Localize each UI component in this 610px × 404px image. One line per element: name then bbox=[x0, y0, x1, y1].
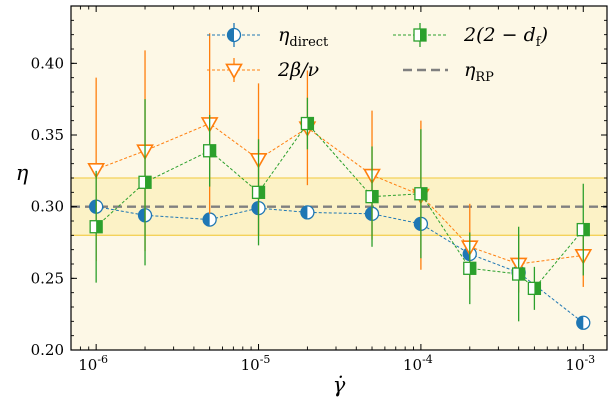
eta_direct-marker-fill bbox=[252, 201, 259, 215]
legend-item-two_beta_over_nu: 2β/ν bbox=[207, 58, 319, 82]
two_2_minus_df-point bbox=[251, 185, 266, 199]
two_2_minus_df-marker-fill bbox=[518, 268, 525, 281]
eta_direct-marker-fill bbox=[89, 200, 97, 214]
two_2_minus_df-marker-fill bbox=[258, 186, 265, 199]
two_2_minus_df-marker-fill bbox=[372, 190, 379, 203]
two_beta_over_nu-marker-outline bbox=[87, 163, 106, 179]
x-tick-label: 10-6 bbox=[78, 353, 108, 374]
y-tick-label: 0.35 bbox=[31, 126, 64, 144]
legend-marker-fill bbox=[227, 28, 234, 42]
eta_direct-point bbox=[202, 212, 217, 227]
two_2_minus_df-marker-fill bbox=[209, 144, 216, 157]
eta_direct-point bbox=[300, 205, 315, 220]
legend-item-eta-rp: ηRP bbox=[403, 59, 494, 85]
eta_direct-marker-fill bbox=[365, 207, 373, 221]
two_2_minus_df-marker-fill bbox=[583, 223, 590, 236]
legend-label: 2β/ν bbox=[277, 59, 319, 81]
eta_direct-point bbox=[576, 315, 591, 330]
eta_direct-marker-fill bbox=[300, 205, 308, 219]
eta_direct-marker-fill bbox=[138, 208, 146, 222]
two_2_minus_df-point bbox=[414, 187, 428, 201]
y-axis-label: η bbox=[16, 161, 29, 185]
eta_direct-marker-fill bbox=[414, 217, 421, 231]
series-two_2_minus_df bbox=[89, 97, 590, 322]
two_2_minus_df-marker-fill bbox=[534, 282, 541, 295]
two_2_minus_df-point bbox=[202, 144, 217, 158]
y-tick-label: 0.20 bbox=[31, 341, 64, 359]
two_2_minus_df-marker-fill bbox=[469, 262, 476, 275]
two_beta_over_nu-point bbox=[87, 163, 106, 179]
two_2_minus_df-point bbox=[463, 261, 477, 275]
legend-label: 2(2 − df) bbox=[463, 24, 548, 50]
x-tick-label: 10-3 bbox=[565, 353, 595, 374]
two_2_minus_df-marker-fill bbox=[420, 187, 427, 200]
two_2_minus_df-point bbox=[89, 220, 103, 234]
two_2_minus_df-point bbox=[300, 116, 315, 131]
eta_direct-marker-fill bbox=[203, 213, 210, 227]
legend-item-two_2_minus_df: 2(2 − df) bbox=[393, 23, 548, 50]
two_2_minus_df-marker-fill bbox=[96, 220, 103, 233]
x-axis-label: γ̇ bbox=[333, 373, 346, 397]
x-tick-label: 10-4 bbox=[403, 353, 433, 374]
two_2_minus_df-point bbox=[365, 189, 379, 204]
y-tick-label: 0.40 bbox=[31, 54, 64, 72]
eta_direct-marker-fill bbox=[576, 316, 584, 330]
two_beta_over_nu-line bbox=[95, 122, 584, 265]
legend-marker-outline bbox=[225, 63, 243, 80]
y-tick-label: 0.25 bbox=[31, 269, 64, 287]
legend-marker-fill bbox=[420, 29, 426, 41]
two_2_minus_df-point bbox=[512, 267, 526, 281]
legend-label: ηdirect bbox=[278, 24, 329, 50]
two_2_minus_df-marker-fill bbox=[307, 117, 314, 130]
two_2_minus_df-marker-fill bbox=[145, 176, 152, 189]
eta_direct-line bbox=[96, 206, 584, 324]
two_2_minus_df-point bbox=[576, 222, 590, 237]
legend-label: ηRP bbox=[464, 59, 494, 85]
legend-item-eta_direct: ηdirect bbox=[207, 23, 329, 50]
y-tick-label: 0.30 bbox=[31, 198, 64, 216]
two_2_minus_df-point bbox=[527, 281, 542, 296]
x-tick-label: 10-5 bbox=[241, 353, 271, 374]
two_2_minus_df-point bbox=[138, 175, 152, 189]
